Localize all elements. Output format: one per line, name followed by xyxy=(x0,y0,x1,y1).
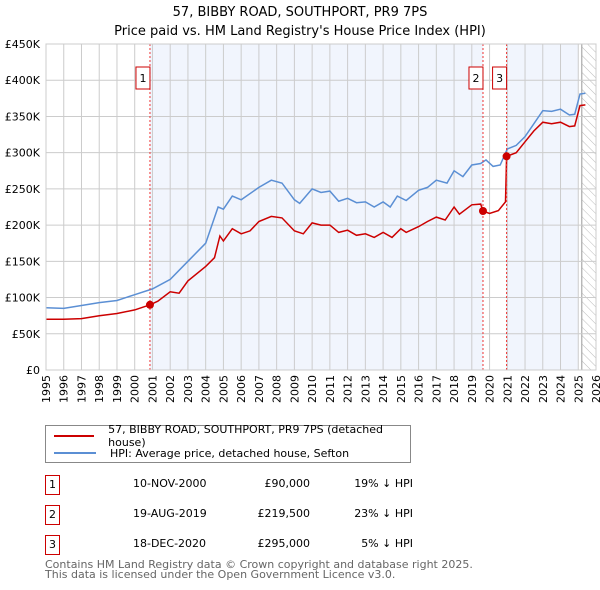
legend-label: 57, BIBBY ROAD, SOUTHPORT, PR9 7PS (deta… xyxy=(108,423,384,449)
sale-hpi-diff: 19% ↓ HPI xyxy=(354,477,413,490)
x-tick-label: 2005 xyxy=(217,375,230,403)
x-tick-label: 2013 xyxy=(359,375,372,403)
x-tick-label: 2022 xyxy=(519,375,532,403)
sale-date: 10-NOV-2000 xyxy=(133,477,207,490)
x-tick-label: 2001 xyxy=(146,375,159,403)
chart-subtitle: Price paid vs. HM Land Registry's House … xyxy=(114,24,486,39)
x-tick-label: 2007 xyxy=(253,375,266,403)
sale-marker-badge: 1 xyxy=(45,475,60,495)
forecast-hatch xyxy=(581,44,596,370)
price-chart: 57, BIBBY ROAD, SOUTHPORT, PR9 7PS Price… xyxy=(5,5,600,403)
x-tick-label: 2017 xyxy=(430,375,443,403)
footer-copyright: Contains HM Land Registry data © Crown c… xyxy=(45,558,473,571)
x-tick-label: 2024 xyxy=(555,375,568,403)
y-tick-label: £50K xyxy=(12,328,41,341)
x-tick-label: 1999 xyxy=(111,375,124,403)
y-tick-label: £300K xyxy=(5,147,41,160)
sale-row: 2 19-AUG-2019 £219,500 23% ↓ HPI xyxy=(45,505,445,525)
x-tick-label: 2025 xyxy=(572,375,585,403)
sale-price: £219,500 xyxy=(257,507,311,520)
x-tick-label: 2015 xyxy=(395,375,408,403)
y-tick-label: £400K xyxy=(5,74,41,87)
sale-point xyxy=(502,152,511,161)
x-tick-label: 2002 xyxy=(164,375,177,403)
y-tick-label: £0 xyxy=(26,364,40,377)
sale-label-box xyxy=(492,66,508,90)
x-tick-label: 2009 xyxy=(288,375,301,403)
legend-swatch-blue xyxy=(54,452,96,454)
sale-point xyxy=(478,206,487,215)
x-tick-label: 1995 xyxy=(40,375,53,403)
x-tick-label: 2023 xyxy=(537,375,550,403)
y-tick-label: £200K xyxy=(5,219,41,232)
sale-row: 1 10-NOV-2000 £90,000 19% ↓ HPI xyxy=(45,475,445,495)
sale-date: 19-AUG-2019 xyxy=(133,507,207,520)
y-tick-label: £150K xyxy=(5,255,41,268)
x-tick-label: 2016 xyxy=(413,375,426,403)
sale-row: 3 18-DEC-2020 £295,000 5% ↓ HPI xyxy=(45,535,445,555)
sale-label: 3 xyxy=(496,72,503,85)
x-tick-label: 2020 xyxy=(484,375,497,403)
sale-price: £295,000 xyxy=(257,537,311,550)
x-tick-label: 2004 xyxy=(200,375,213,403)
legend-item-property: 57, BIBBY ROAD, SOUTHPORT, PR9 7PS (deta… xyxy=(54,423,410,449)
x-tick-label: 1998 xyxy=(93,375,106,403)
x-tick-label: 2011 xyxy=(324,375,337,403)
sale-label-box xyxy=(468,66,484,90)
y-tick-label: £250K xyxy=(5,183,41,196)
sale-marker-badge: 2 xyxy=(45,505,60,525)
x-tick-label: 2014 xyxy=(377,375,390,403)
sale-marker-badge: 3 xyxy=(45,535,60,555)
legend-swatch-red xyxy=(54,435,95,437)
sale-label-box xyxy=(135,66,151,90)
x-tick-label: 2012 xyxy=(342,375,355,403)
y-tick-label: £450K xyxy=(5,38,41,51)
x-tick-label: 2026 xyxy=(590,375,600,403)
sale-label: 2 xyxy=(472,72,479,85)
x-tick-label: 2003 xyxy=(182,375,195,403)
sale-price: £90,000 xyxy=(264,477,311,490)
x-tick-label: 1997 xyxy=(75,375,88,403)
sale-label: 1 xyxy=(139,72,146,85)
series-line xyxy=(46,104,586,321)
x-tick-label: 2018 xyxy=(448,375,461,403)
plot-frame xyxy=(45,43,597,371)
x-tick-label: 2006 xyxy=(235,375,248,403)
y-tick-label: £100K xyxy=(5,292,41,305)
legend: 57, BIBBY ROAD, SOUTHPORT, PR9 7PS (deta… xyxy=(45,423,411,463)
chart-title: 57, BIBBY ROAD, SOUTHPORT, PR9 7PS xyxy=(173,5,428,20)
series-line xyxy=(45,92,586,310)
ownership-shading xyxy=(149,44,483,370)
y-tick-label: £350K xyxy=(5,110,41,123)
footer-licence: This data is licensed under the Open Gov… xyxy=(45,568,396,581)
sale-date: 18-DEC-2020 xyxy=(133,537,207,550)
x-tick-label: 2019 xyxy=(466,375,479,403)
sale-hpi-diff: 23% ↓ HPI xyxy=(354,507,413,520)
sale-hpi-diff: 5% ↓ HPI xyxy=(361,537,413,550)
legend-item-hpi: HPI: Average price, detached house, Seft… xyxy=(54,445,349,461)
sale-point xyxy=(145,300,154,309)
x-tick-label: 2021 xyxy=(501,375,514,403)
x-tick-label: 2000 xyxy=(129,375,142,403)
legend-label: HPI: Average price, detached house, Seft… xyxy=(110,446,350,460)
x-tick-label: 2010 xyxy=(306,375,319,403)
x-tick-label: 2008 xyxy=(271,375,284,403)
footer: Contains HM Land Registry data © Crown c… xyxy=(45,558,473,581)
x-tick-label: 1996 xyxy=(58,375,71,403)
